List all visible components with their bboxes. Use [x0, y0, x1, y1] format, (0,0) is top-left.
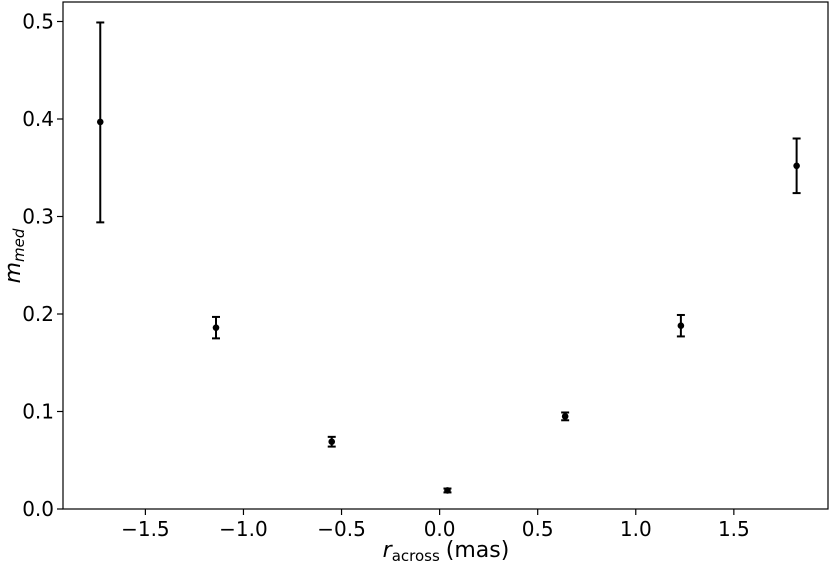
- data-point: [328, 438, 336, 446]
- x-axis-label-main: r: [383, 538, 394, 563]
- y-axis-label-main: m: [1, 262, 26, 283]
- x-axis-ticks: −1.5 −1.0 −0.5 0.0 0.5 1.0 1.5: [121, 509, 750, 541]
- y-tick-label: 0.2: [22, 302, 54, 326]
- x-tick-label: −1.0: [219, 517, 268, 541]
- y-tick-label: 0.5: [22, 10, 54, 34]
- x-tick-label: 0.5: [522, 517, 554, 541]
- x-tick-label: 1.0: [620, 517, 652, 541]
- x-tick-label: 0.0: [424, 517, 456, 541]
- y-tick-label: 0.1: [22, 400, 54, 424]
- y-axis-label-sub: med: [10, 228, 28, 262]
- x-tick-label: −0.5: [317, 517, 366, 541]
- plot-frame: [62, 1, 829, 510]
- y-axis-ticks: 0.0 0.1 0.2 0.3 0.4 0.5: [22, 10, 63, 521]
- x-axis-label: racross (mas): [383, 538, 510, 563]
- y-tick-label: 0.0: [22, 497, 54, 521]
- data-point: [444, 487, 451, 494]
- y-axis-label: mmed: [1, 228, 28, 283]
- x-axis-label-unit: (mas): [446, 538, 510, 563]
- x-axis-label-sub: across: [392, 547, 440, 563]
- data-point: [212, 324, 220, 331]
- data-point: [677, 322, 685, 330]
- x-tick-label: −1.5: [121, 517, 170, 541]
- x-tick-label: 1.5: [718, 517, 750, 541]
- data-points: [96, 21, 801, 494]
- y-tick-label: 0.3: [22, 205, 54, 229]
- data-point: [793, 162, 800, 170]
- y-tick-label: 0.4: [22, 107, 54, 131]
- data-point: [561, 413, 569, 420]
- data-point: [96, 118, 104, 126]
